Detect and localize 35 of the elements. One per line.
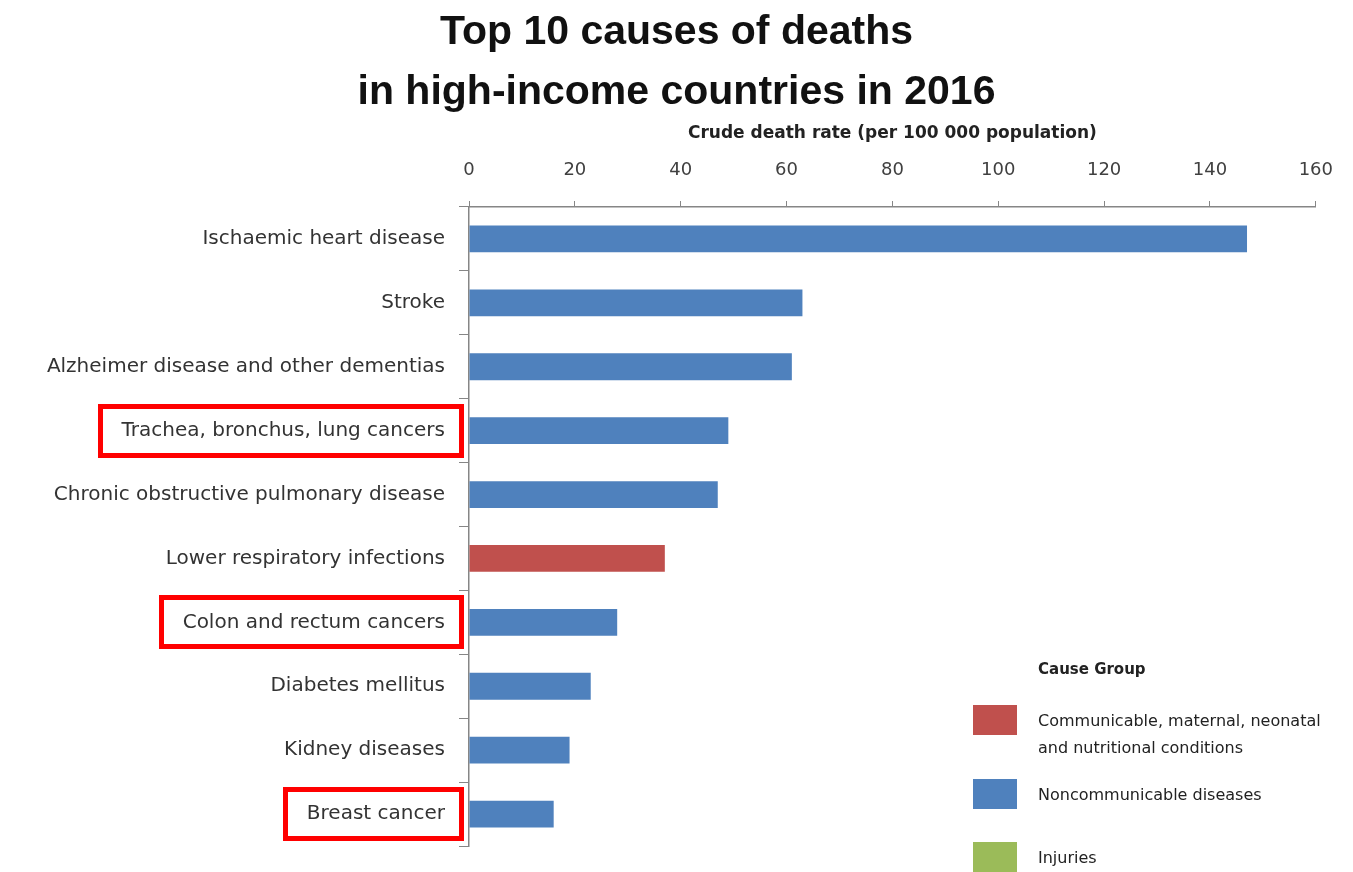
x-tick-label: 100 — [981, 157, 1016, 179]
bar — [469, 545, 665, 572]
bar — [469, 417, 729, 445]
y-tick-label: Stroke — [381, 289, 445, 314]
bar — [469, 800, 554, 828]
y-tick-label: Lower respiratory infections — [165, 544, 445, 569]
bar — [469, 608, 618, 636]
x-tick-label: 20 — [563, 157, 587, 179]
x-tick-label: 0 — [463, 157, 475, 179]
chart-title: Top 10 causes of deaths in high-income countries in 2016 — [356, 6, 997, 115]
bar — [469, 481, 718, 508]
bar — [469, 289, 803, 317]
x-tick-label: 160 — [1298, 157, 1333, 179]
x-tick-label: 140 — [1192, 157, 1228, 179]
x-tick-label: 40 — [669, 157, 693, 179]
y-tick-label: Kidney diseases — [284, 736, 445, 761]
y-tick-label: Breast cancer — [306, 800, 446, 825]
legend-label: Injuries — [1038, 847, 1098, 869]
legend-title: Cause Group — [1038, 660, 1147, 678]
y-tick-label: Trachea, bronchus, lung cancers — [120, 416, 445, 441]
y-tick-label: Colon and rectum cancers — [182, 608, 445, 633]
legend-label: Noncommunicable diseases — [1038, 784, 1263, 806]
legend-label: Communicable, maternal, neonatal and nutritional conditions — [1038, 710, 1322, 759]
x-tick-label: 60 — [775, 157, 799, 179]
y-tick-label: Alzheimer disease and other dementias — [46, 352, 445, 377]
y-tick-label: Chronic obstructive pulmonary disease — [53, 480, 445, 505]
x-tick-label: 80 — [880, 157, 904, 179]
bar — [469, 225, 1248, 253]
y-tick-label: Diabetes mellitus — [270, 672, 445, 697]
bar — [469, 672, 591, 700]
y-tick-label: Ischaemic heart disease — [202, 225, 445, 250]
bar — [469, 353, 792, 381]
x-tick-label: 120 — [1086, 157, 1122, 179]
bar — [469, 736, 570, 764]
x-axis-title: Crude death rate (per 100 000 population) — [687, 121, 1097, 142]
